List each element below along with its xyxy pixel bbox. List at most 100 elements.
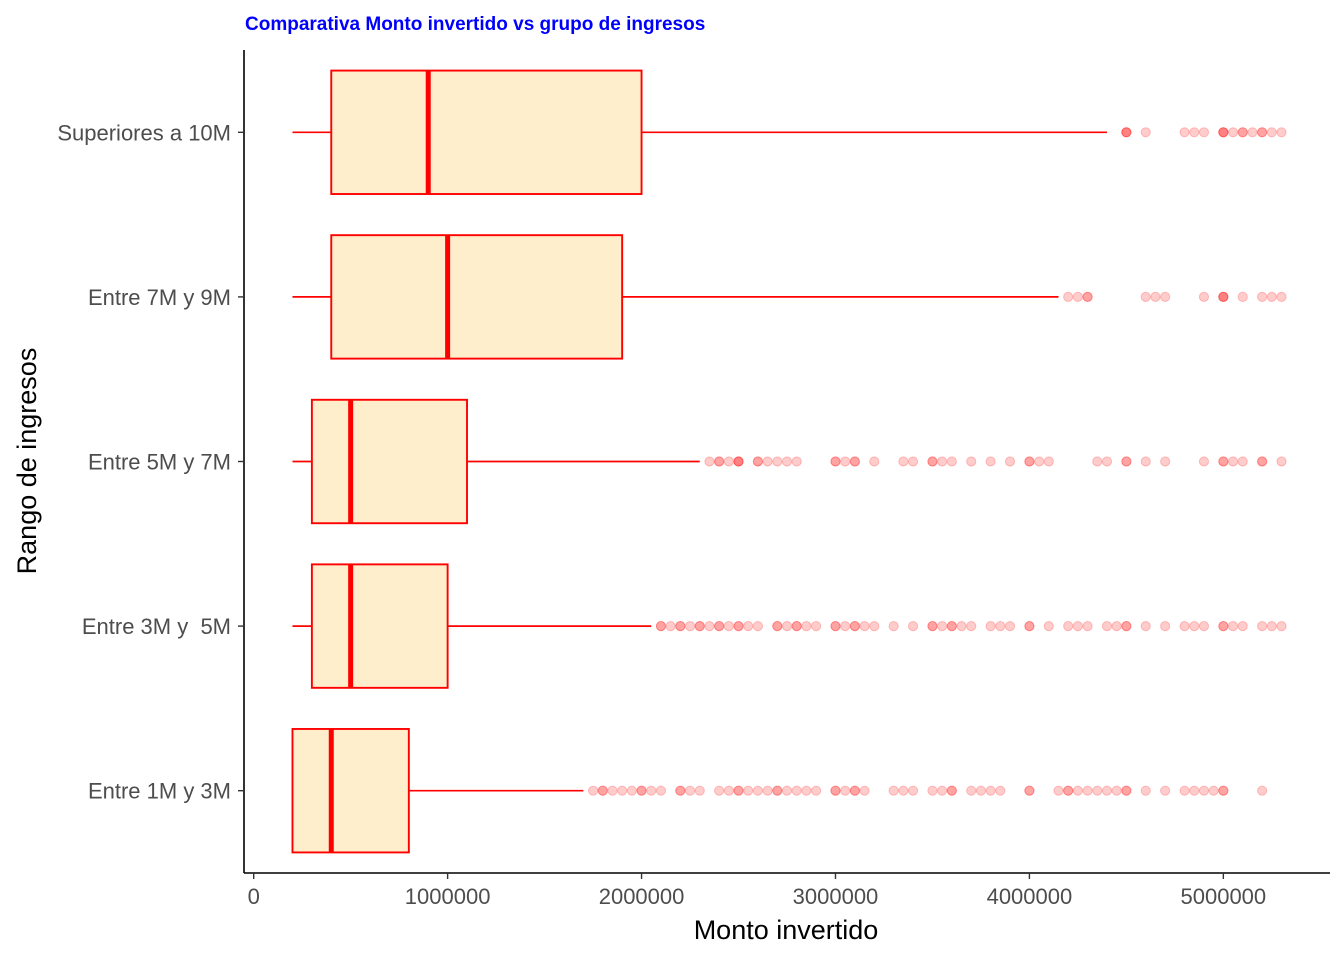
outlier-point — [781, 621, 793, 632]
outlier-point — [1227, 621, 1239, 632]
outlier-point — [849, 456, 860, 467]
plot-area — [291, 69, 1287, 854]
outlier-point — [810, 621, 822, 632]
x-axis-title: Monto invertido — [694, 915, 879, 945]
outlier-point — [675, 785, 686, 796]
outlier-point — [1024, 785, 1035, 796]
outlier-point — [985, 456, 996, 467]
outlier-point — [1218, 621, 1229, 632]
outlier-point — [1218, 291, 1229, 302]
outlier-point — [1198, 785, 1210, 796]
outlier-point — [966, 456, 977, 467]
outlier-point — [1237, 621, 1248, 632]
outlier-point — [1121, 785, 1132, 796]
outlier-point — [869, 621, 880, 632]
x-tick-label: 4000000 — [987, 884, 1073, 909]
outlier-point — [743, 785, 754, 796]
outlier-point — [1111, 621, 1122, 632]
outlier-point — [772, 621, 783, 632]
outlier-point — [704, 456, 715, 467]
outlier-point — [781, 785, 793, 796]
outlier-point — [791, 456, 802, 467]
outlier-point — [830, 785, 841, 796]
outlier-point — [1198, 291, 1210, 302]
box — [310, 563, 449, 689]
outlier-point — [655, 621, 667, 632]
outlier-point — [714, 785, 725, 796]
outlier-point — [694, 785, 705, 796]
outlier-point — [646, 785, 657, 796]
outlier-point — [1150, 291, 1161, 302]
outlier-point — [1208, 785, 1219, 796]
x-tick-label: 0 — [248, 884, 260, 909]
outlier-point — [617, 785, 628, 796]
outlier-point — [840, 621, 851, 632]
outlier-point — [927, 785, 938, 796]
outlier-point — [1121, 127, 1132, 138]
outlier-point — [1247, 127, 1258, 138]
outlier-point — [1237, 291, 1248, 302]
outlier-point — [966, 785, 977, 796]
outlier-point — [888, 621, 899, 632]
outlier-point — [752, 456, 764, 467]
box — [330, 69, 643, 195]
outlier-point — [752, 456, 764, 467]
outlier-point — [684, 621, 696, 632]
outlier-point — [1063, 785, 1074, 796]
outlier-point — [714, 456, 725, 467]
outlier-point — [636, 785, 647, 796]
outlier-point — [985, 621, 996, 632]
outlier-point — [781, 456, 793, 467]
outlier-point — [675, 785, 686, 796]
outlier-point — [665, 621, 676, 632]
outlier-point — [1024, 621, 1035, 632]
x-tick-label: 2000000 — [599, 884, 685, 909]
box-group — [292, 398, 1287, 525]
outlier-point — [907, 785, 919, 796]
outlier-point — [1257, 127, 1268, 138]
outlier-point — [733, 456, 744, 467]
outlier-point — [946, 621, 957, 632]
outlier-point — [1140, 785, 1151, 796]
outlier-point — [1121, 127, 1132, 138]
outlier-point — [636, 785, 647, 796]
outlier-point — [1189, 785, 1200, 796]
box-group — [291, 728, 1268, 854]
outlier-point — [714, 621, 725, 632]
outlier-point — [1198, 127, 1210, 138]
outlier-point — [849, 785, 860, 796]
outlier-point — [626, 785, 637, 796]
outlier-point — [1082, 291, 1093, 302]
box-group — [292, 563, 1287, 689]
outlier-point — [1218, 785, 1229, 796]
outlier-point — [1111, 785, 1122, 796]
outlier-point — [1053, 785, 1064, 796]
outlier-point — [898, 456, 909, 467]
outlier-point — [1179, 785, 1190, 796]
outlier-point — [975, 785, 987, 796]
outlier-point — [733, 456, 744, 467]
outlier-point — [675, 621, 686, 632]
outlier-point — [743, 621, 754, 632]
outlier-point — [1160, 456, 1171, 467]
outlier-point — [1179, 621, 1190, 632]
outlier-point — [714, 621, 725, 632]
outlier-point — [1198, 456, 1210, 467]
outlier-point — [937, 456, 948, 467]
outlier-point — [830, 621, 841, 632]
outlier-point — [1121, 456, 1132, 467]
outlier-point — [1218, 785, 1229, 796]
outlier-point — [1121, 621, 1132, 632]
outlier-point — [1140, 456, 1151, 467]
outlier-point — [772, 456, 783, 467]
outlier-point — [1140, 291, 1151, 302]
outlier-point — [1218, 291, 1229, 302]
outlier-point — [1189, 621, 1200, 632]
outlier-point — [694, 621, 705, 632]
outlier-point — [946, 785, 957, 796]
outlier-point — [752, 621, 764, 632]
outlier-point — [1227, 456, 1239, 467]
y-tick-label: Entre 5M y 7M — [88, 450, 231, 475]
outlier-point — [1266, 291, 1277, 302]
